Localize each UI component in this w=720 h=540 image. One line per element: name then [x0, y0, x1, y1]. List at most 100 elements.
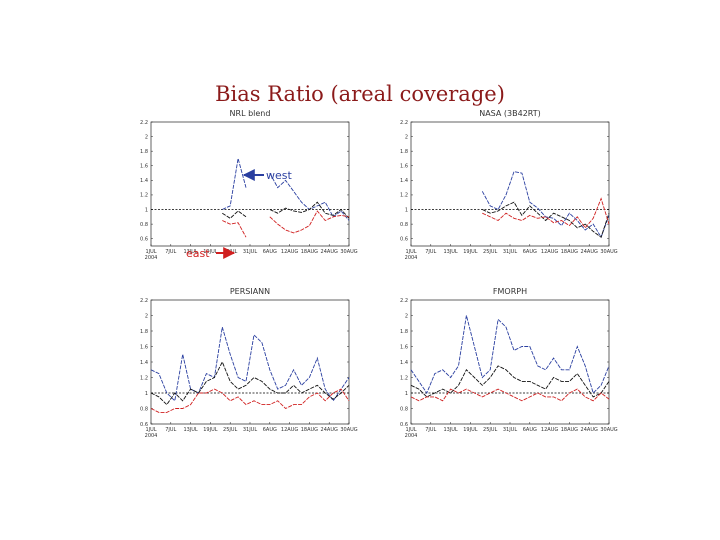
x-tick-label: 1JUL	[145, 249, 156, 255]
x-tick-label: 24AUG	[321, 249, 338, 255]
x-tick-label: 13JUL	[183, 249, 197, 255]
y-tick-label: 1.2	[140, 193, 148, 199]
west-series-line	[222, 158, 350, 221]
x-tick-label: 7JUL	[165, 427, 176, 433]
west-series-line	[410, 315, 610, 394]
x-tick-label: 19JUL	[463, 427, 477, 433]
x-tick-label: 6AUG	[523, 249, 537, 255]
y-tick-label: 2	[145, 313, 148, 319]
y-tick-label: 1.4	[140, 360, 148, 366]
y-tick-label: 1.6	[400, 344, 408, 350]
y-tick-label: 1	[145, 207, 148, 213]
plot-frame	[150, 121, 350, 247]
x-tick-label: 25JUL	[483, 249, 497, 255]
east-annotation-label: east	[186, 247, 210, 260]
x-tick-year-label: 2004	[405, 433, 418, 439]
y-tick-label: 0.6	[400, 422, 408, 428]
x-tick-label: 13JUL	[443, 249, 457, 255]
panel-title: NASA (3B42RT)	[479, 109, 541, 118]
x-tick-label: 12AUG	[541, 427, 558, 433]
y-tick-label: 1.6	[140, 164, 148, 170]
total-series-line	[222, 201, 350, 219]
x-tick-label: 24AUG	[321, 427, 338, 433]
x-tick-label: 18AUG	[561, 427, 578, 433]
x-tick-label: 31JUL	[243, 427, 257, 433]
x-tick-label: 6AUG	[263, 249, 277, 255]
chart-nasa-3b42rt: NASA (3B42RT) 0.6 0.8 1 1.2 1.4 1.6 1.8 2 2.2 1JUL…	[400, 109, 618, 261]
chart-persiann: PERSIANN 0.6 0.8 1 1.2 1.4 1.6 1.8 2 2.2 1JUL 7JUL 1…	[140, 287, 358, 439]
y-tick-label: 1.6	[140, 344, 148, 350]
y-tick-label: 1	[145, 391, 148, 397]
total-series-line	[150, 360, 350, 406]
x-tick-label: 31JUL	[503, 427, 517, 433]
y-tick-label: 2.2	[400, 298, 408, 304]
panel-title: FMORPH	[493, 287, 527, 296]
x-tick-label: 18AUG	[561, 249, 578, 255]
x-tick-label: 1JUL	[405, 427, 416, 433]
y-tick-label: 1.8	[140, 149, 148, 155]
panel-title: PERSIANN	[230, 287, 270, 296]
x-tick-label: 1JUL	[405, 249, 416, 255]
chart-fmorph: FMORPH 0.6 0.8 1 1.2 1.4 1.6 1.8 2 2.2 1JUL 7JUL 13J…	[400, 287, 618, 439]
x-tick-label: 30AUG	[600, 427, 617, 433]
y-tick-label: 1.4	[400, 178, 408, 184]
y-tick-label: 1.4	[140, 178, 148, 184]
y-tick-label: 0.8	[140, 222, 148, 228]
x-tick-label: 31JUL	[243, 249, 257, 255]
x-tick-label: 25JUL	[223, 249, 237, 255]
y-tick-label: 0.8	[400, 222, 408, 228]
east-series-line	[222, 210, 350, 238]
y-tick-label: 2	[405, 134, 408, 140]
x-tick-label: 1JUL	[145, 427, 156, 433]
slide-title: Bias Ratio (areal coverage)	[215, 82, 505, 106]
y-tick-label: 0.8	[140, 406, 148, 412]
east-series-line	[482, 197, 610, 229]
x-tick-label: 24AUG	[581, 249, 598, 255]
y-tick-label: 2	[145, 134, 148, 140]
west-series-line	[481, 171, 610, 239]
y-tick-label: 2	[405, 313, 408, 319]
west-series-line	[150, 326, 350, 402]
y-tick-label: 1.8	[400, 149, 408, 155]
y-tick-label: 1.2	[400, 375, 408, 381]
x-tick-label: 12AUG	[541, 249, 558, 255]
x-tick-year-label: 2004	[405, 255, 418, 261]
y-tick-label: 0.8	[400, 406, 408, 412]
y-tick-label: 1	[405, 391, 408, 397]
chart-nrl-blend: NRL blend 0.6 0.8 1 1.2 1.4 1.6 1.8 2 2.2 1JUL 7JUL…	[140, 109, 358, 261]
x-tick-year-label: 2004	[145, 255, 158, 261]
y-tick-label: 1.8	[140, 329, 148, 335]
y-tick-label: 0.6	[140, 422, 148, 428]
x-tick-label: 6AUG	[263, 427, 277, 433]
x-tick-label: 12AUG	[281, 427, 298, 433]
x-tick-label: 19JUL	[203, 249, 217, 255]
x-tick-label: 18AUG	[301, 427, 318, 433]
east-series-line	[150, 388, 350, 413]
x-tick-label: 13JUL	[183, 427, 197, 433]
plot-frame	[410, 299, 610, 425]
x-tick-label: 31JUL	[503, 249, 517, 255]
y-tick-label: 0.6	[400, 237, 408, 243]
y-tick-label: 1.2	[400, 193, 408, 199]
x-tick-label: 12AUG	[281, 249, 298, 255]
x-tick-label: 25JUL	[483, 427, 497, 433]
plot-frame	[150, 299, 350, 425]
y-tick-label: 1.6	[400, 164, 408, 170]
x-tick-label: 19JUL	[463, 249, 477, 255]
x-tick-year-label: 2004	[145, 433, 158, 439]
x-tick-label: 7JUL	[165, 249, 176, 255]
y-tick-label: 2.2	[140, 298, 148, 304]
y-tick-label: 1.4	[400, 360, 408, 366]
y-tick-label: 1.8	[400, 329, 408, 335]
y-tick-label: 2.2	[140, 120, 148, 126]
x-tick-label: 7JUL	[425, 427, 436, 433]
x-tick-label: 18AUG	[301, 249, 318, 255]
x-tick-label: 13JUL	[443, 427, 457, 433]
west-annotation-label: west	[266, 169, 292, 182]
x-tick-label: 30AUG	[340, 427, 357, 433]
x-tick-label: 19JUL	[203, 427, 217, 433]
y-tick-label: 0.6	[140, 237, 148, 243]
y-tick-label: 2.2	[400, 120, 408, 126]
x-tick-label: 24AUG	[581, 427, 598, 433]
